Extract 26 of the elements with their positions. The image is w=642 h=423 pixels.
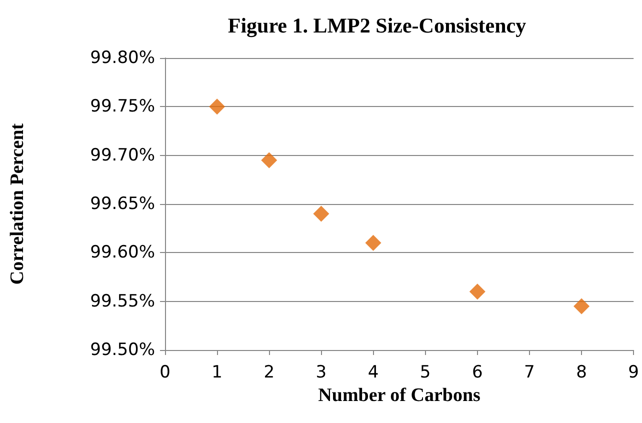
y-tick-label: 99.80%: [90, 48, 155, 68]
point: [365, 234, 382, 251]
y-tick-label: 99.55%: [90, 291, 155, 312]
x-tick-label: 6: [472, 362, 483, 382]
x-tick-label: 2: [264, 362, 275, 382]
x-tick-label: 3: [316, 362, 327, 382]
y-tick-label: 99.75%: [90, 96, 155, 117]
point: [261, 152, 278, 168]
y-axis-title: Correlation Percent: [7, 122, 28, 285]
x-tick-label: 7: [524, 362, 535, 382]
point: [574, 298, 590, 314]
y-tick-label: 99.70%: [90, 145, 155, 166]
x-tick-label: 4: [368, 362, 379, 382]
point: [313, 206, 330, 222]
y-tick-label: 99.50%: [90, 340, 155, 360]
y-tick-label: 99.60%: [90, 242, 155, 263]
point: [209, 98, 226, 115]
x-axis-title: Number of Carbons: [318, 384, 480, 406]
y-tick-label: 99.65%: [90, 194, 155, 214]
x-tick-label: 8: [576, 362, 587, 382]
chart-title: Figure 1. LMP2 Size-Consistency: [228, 14, 527, 38]
x-tick-label: 5: [420, 362, 431, 382]
point: [469, 284, 486, 300]
x-tick-label: 1: [212, 362, 222, 382]
x-tick-label: 9: [628, 362, 640, 382]
x-tick-label: 0: [160, 362, 170, 382]
